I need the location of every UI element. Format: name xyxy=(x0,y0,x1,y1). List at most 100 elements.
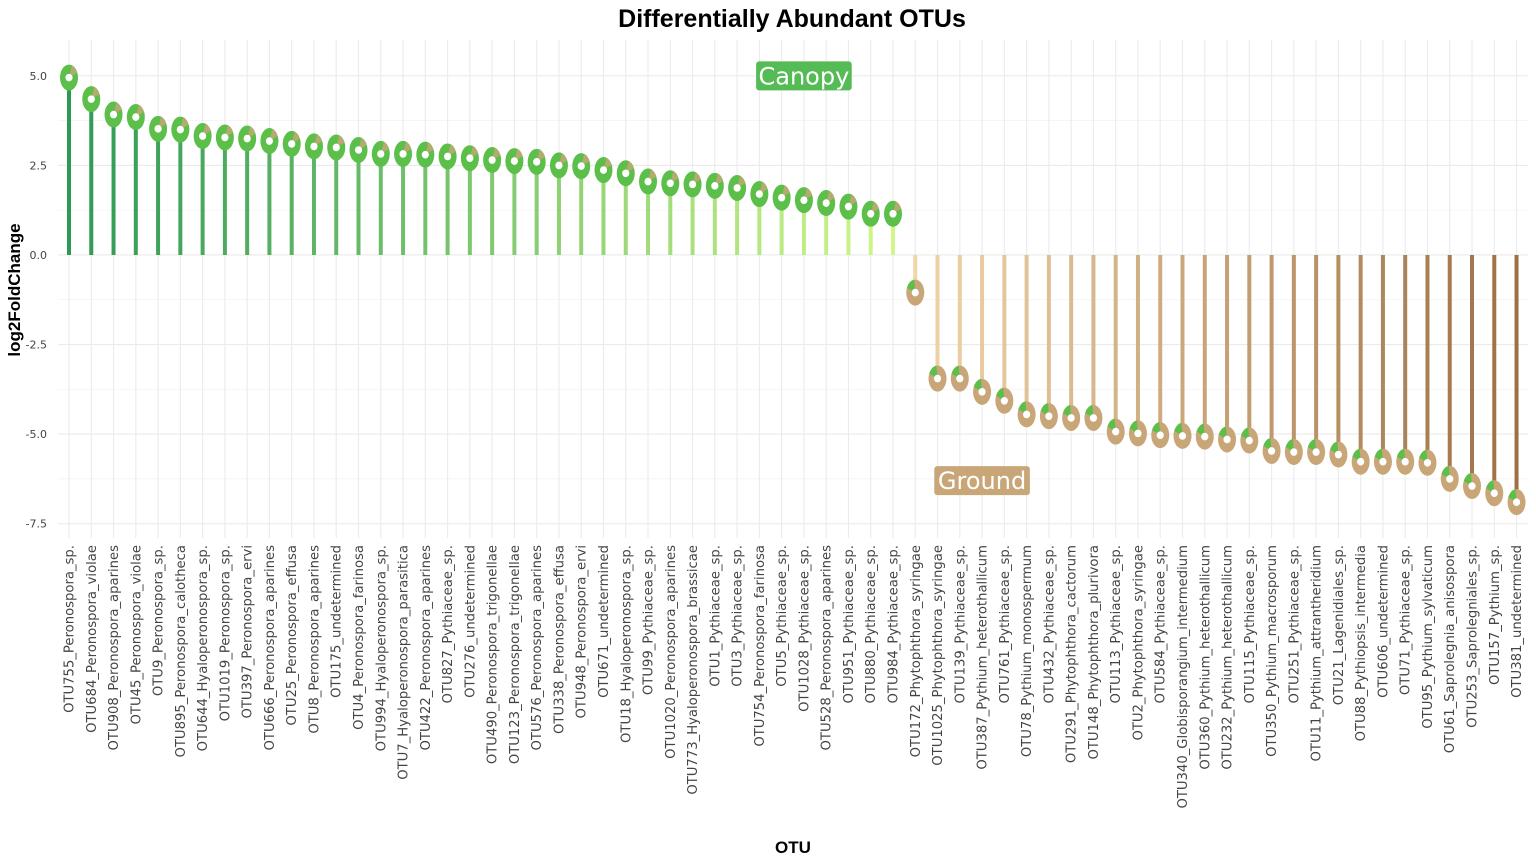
x-tick-label: OTU175_undetermined xyxy=(330,545,345,698)
point-36 xyxy=(861,200,880,227)
point-6 xyxy=(193,123,212,150)
x-tick-label: OTU422_Peronospora_aparines xyxy=(419,545,434,751)
annotation-label: Ground xyxy=(938,467,1026,495)
point-center xyxy=(533,158,541,166)
y-tick-label: -7.5 xyxy=(26,518,47,531)
point-center xyxy=(1178,432,1187,440)
x-tick-label: OTU1025_Phytophthora_syringae xyxy=(931,545,946,766)
x-tick-label: OTU123_Peronospora_trigonellae xyxy=(508,545,523,764)
point-center xyxy=(488,156,496,164)
point-41 xyxy=(973,378,992,405)
x-tick-label: OTU576_Peronospora_aparines xyxy=(530,545,545,751)
x-tick-label: OTU115_Pythiaceae_sp. xyxy=(1243,545,1258,703)
point-wedge xyxy=(1486,480,1495,494)
point-wedge xyxy=(1241,427,1250,441)
point-13 xyxy=(349,136,368,163)
point-65 xyxy=(1507,489,1526,516)
point-center xyxy=(1067,414,1075,422)
x-tick-label: OTU5_Pythiaceae_sp. xyxy=(775,545,790,687)
point-1 xyxy=(82,86,101,113)
point-center xyxy=(377,150,385,158)
x-tick-label: OTU45_Peronospora_violae xyxy=(129,545,144,725)
point-center xyxy=(332,143,340,152)
x-tick-label: OTU78_Pythium_monospermum xyxy=(1020,545,1035,757)
point-58 xyxy=(1351,448,1370,475)
annotation-box xyxy=(934,466,1030,496)
point-center xyxy=(1468,482,1476,490)
point-37 xyxy=(883,200,902,227)
point-15 xyxy=(394,140,413,167)
annotation-canopy: Canopy xyxy=(756,61,852,91)
point-63 xyxy=(1463,473,1482,500)
point-9 xyxy=(260,128,279,155)
x-tick-label: OTU9_Peronospora_sp. xyxy=(152,545,167,696)
point-center xyxy=(778,193,786,202)
point-center xyxy=(1223,435,1231,444)
point-center xyxy=(265,137,274,145)
point-31 xyxy=(750,181,769,208)
point-center xyxy=(867,209,875,218)
point-48 xyxy=(1128,420,1147,447)
point-7 xyxy=(215,124,234,151)
x-tick-label: OTU2_Phytophthora_syringae xyxy=(1131,545,1146,741)
point-center xyxy=(354,146,363,154)
x-tick-label: OTU360_Pythium_heterothallicum xyxy=(1198,545,1213,770)
point-center xyxy=(1379,457,1387,466)
point-center xyxy=(176,125,184,134)
point-wedge xyxy=(1040,403,1049,417)
point-center xyxy=(1357,457,1365,466)
x-tick-label: OTU994_Hyaloperonospora_sp. xyxy=(374,545,389,751)
x-tick-label: OTU113_Pythiaceae_sp. xyxy=(1109,545,1124,703)
point-19 xyxy=(483,147,502,174)
point-44 xyxy=(1039,403,1058,430)
x-tick-label: OTU644_Hyaloperonospora_sp. xyxy=(196,545,211,751)
x-tick-label: OTU387_Pythium_heterothallicum xyxy=(976,545,991,770)
point-17 xyxy=(438,143,457,170)
y-tick-label: 0.0 xyxy=(30,249,48,262)
point-wedge xyxy=(1397,448,1406,462)
point-35 xyxy=(839,193,858,220)
point-center xyxy=(755,190,763,198)
point-center xyxy=(399,150,407,158)
point-center xyxy=(443,152,452,161)
point-center xyxy=(65,73,73,82)
point-wedge xyxy=(1062,404,1072,418)
point-4 xyxy=(149,115,168,142)
grid-lines xyxy=(58,40,1528,538)
point-center xyxy=(911,288,919,297)
point-51 xyxy=(1195,423,1214,450)
group-annotations: Canopy Ground xyxy=(756,61,1030,496)
point-30 xyxy=(728,174,747,201)
x-tick-label: OTU251_Pythiaceae_sp. xyxy=(1287,545,1302,703)
point-center xyxy=(1112,427,1120,436)
point-center xyxy=(577,162,585,170)
point-center xyxy=(688,180,697,189)
x-tick-label: OTU8_Peronospora_aparines xyxy=(307,545,322,734)
point-32 xyxy=(772,184,791,211)
x-tick-label: OTU3_Pythiaceae_sp. xyxy=(731,545,746,687)
point-34 xyxy=(817,190,836,217)
point-center xyxy=(1156,431,1164,439)
point-28 xyxy=(683,171,702,198)
point-center xyxy=(889,209,897,218)
point-64 xyxy=(1485,480,1504,507)
point-wedge xyxy=(1174,422,1183,436)
x-tick-label: OTU528_Peronospora_aparines xyxy=(820,545,835,751)
x-tick-label: OTU755_Peronospora_sp. xyxy=(63,545,78,713)
x-tick-label: OTU95_Pythium_sylvaticum xyxy=(1421,545,1436,729)
x-tick-label: OTU157_Pythium_sp. xyxy=(1488,545,1503,685)
point-14 xyxy=(371,140,390,167)
point-center xyxy=(1512,498,1521,506)
y-tick-label: 5.0 xyxy=(30,70,48,83)
point-wedge xyxy=(1374,448,1383,462)
point-49 xyxy=(1151,422,1170,449)
point-29 xyxy=(705,172,724,199)
point-18 xyxy=(460,145,479,172)
chart-title: Differentially Abundant OTUs xyxy=(618,5,966,33)
point-center xyxy=(1312,448,1320,456)
point-center xyxy=(243,134,251,143)
x-tick-label: OTU1020_Peronospora_aparines xyxy=(664,545,679,759)
x-tick-label: OTU11_Pythium_attrantheridium xyxy=(1310,545,1325,761)
point-center xyxy=(1334,450,1342,459)
x-tick-label: OTU4_Peronospora_farinosa xyxy=(352,545,367,730)
